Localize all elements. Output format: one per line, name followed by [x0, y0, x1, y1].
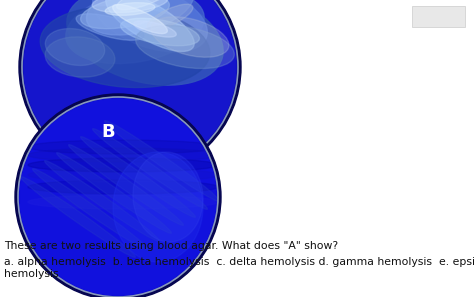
Ellipse shape — [117, 0, 173, 10]
Ellipse shape — [147, 4, 193, 30]
Ellipse shape — [46, 29, 105, 65]
Text: a. alpha hemolysis  b. beta hemolysis  c. delta hemolysis d. gamma hemolysis  e.: a. alpha hemolysis b. beta hemolysis c. … — [4, 257, 474, 279]
Ellipse shape — [20, 177, 136, 257]
Circle shape — [19, 0, 241, 178]
Ellipse shape — [28, 158, 218, 172]
Ellipse shape — [28, 195, 218, 209]
Ellipse shape — [133, 152, 203, 242]
Ellipse shape — [69, 145, 183, 225]
Ellipse shape — [28, 140, 218, 154]
Ellipse shape — [105, 3, 155, 15]
Ellipse shape — [106, 0, 194, 51]
Ellipse shape — [56, 153, 172, 233]
Ellipse shape — [93, 0, 207, 52]
Circle shape — [18, 97, 218, 297]
Ellipse shape — [28, 148, 218, 162]
Ellipse shape — [28, 168, 218, 182]
Ellipse shape — [33, 169, 147, 249]
Ellipse shape — [28, 180, 218, 194]
Circle shape — [15, 94, 221, 297]
Ellipse shape — [67, 0, 223, 85]
Ellipse shape — [105, 121, 219, 201]
Ellipse shape — [92, 129, 208, 209]
Circle shape — [20, 99, 216, 295]
Ellipse shape — [40, 7, 210, 88]
Ellipse shape — [92, 0, 168, 12]
Ellipse shape — [136, 26, 234, 69]
Text: A: A — [118, 118, 132, 136]
Ellipse shape — [134, 21, 176, 37]
Ellipse shape — [66, 0, 204, 64]
Circle shape — [22, 0, 238, 175]
Text: B: B — [101, 123, 115, 141]
Ellipse shape — [76, 14, 144, 40]
Ellipse shape — [113, 152, 203, 262]
Ellipse shape — [45, 161, 159, 241]
Ellipse shape — [113, 4, 167, 34]
Circle shape — [24, 0, 236, 173]
Text: These are two results using blood agar. What does "A" show?: These are two results using blood agar. … — [4, 241, 338, 251]
Ellipse shape — [86, 0, 193, 35]
Ellipse shape — [151, 17, 229, 57]
Ellipse shape — [81, 0, 169, 29]
Ellipse shape — [45, 37, 115, 77]
Ellipse shape — [120, 18, 200, 46]
Ellipse shape — [81, 137, 195, 217]
FancyBboxPatch shape — [412, 6, 465, 27]
